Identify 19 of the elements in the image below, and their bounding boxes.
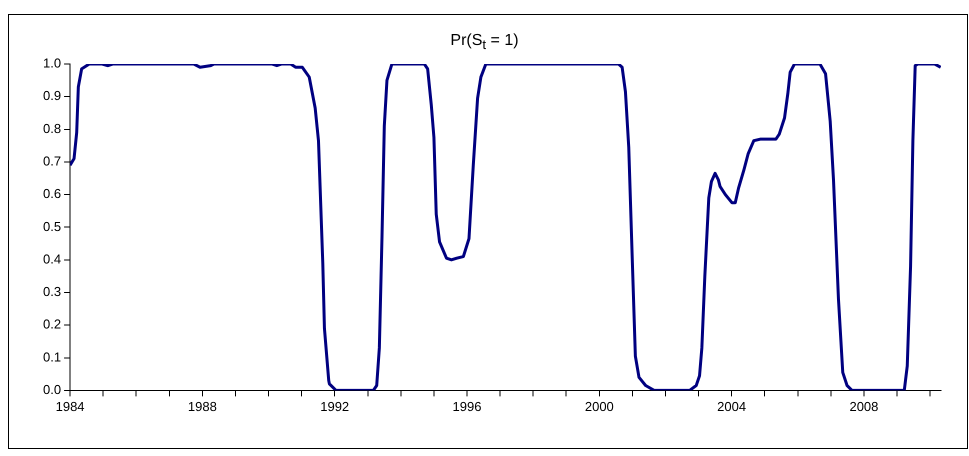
y-tick-label: 0.1: [42, 349, 62, 364]
y-tick-label: 0.3: [42, 284, 62, 300]
y-tick-label: 0.7: [42, 154, 62, 168]
y-tick-label: 0.5: [42, 218, 62, 234]
y-tick-label: 0.2: [42, 316, 62, 332]
y-tick-label: 0.6: [42, 186, 62, 202]
x-tick-label: 1988: [188, 398, 217, 414]
x-tick-label: 1984: [56, 398, 85, 414]
x-tick-label: 2000: [584, 398, 614, 414]
chart-title: Pr(S$_{t}$ = 1): [449, 32, 520, 52]
x-tick-label: 2004: [717, 398, 746, 414]
y-tick-label: 0.9: [42, 88, 62, 104]
x-tick-label: 1996: [452, 398, 482, 414]
y-tick-label: 0.4: [42, 251, 62, 266]
y-tick-label: 0.0: [42, 382, 62, 397]
y-tick-label: 0.8: [42, 120, 62, 136]
x-tick-label: 1992: [320, 398, 350, 414]
x-tick-label: 2008: [849, 398, 878, 414]
y-tick-label: 1.0: [42, 56, 62, 71]
